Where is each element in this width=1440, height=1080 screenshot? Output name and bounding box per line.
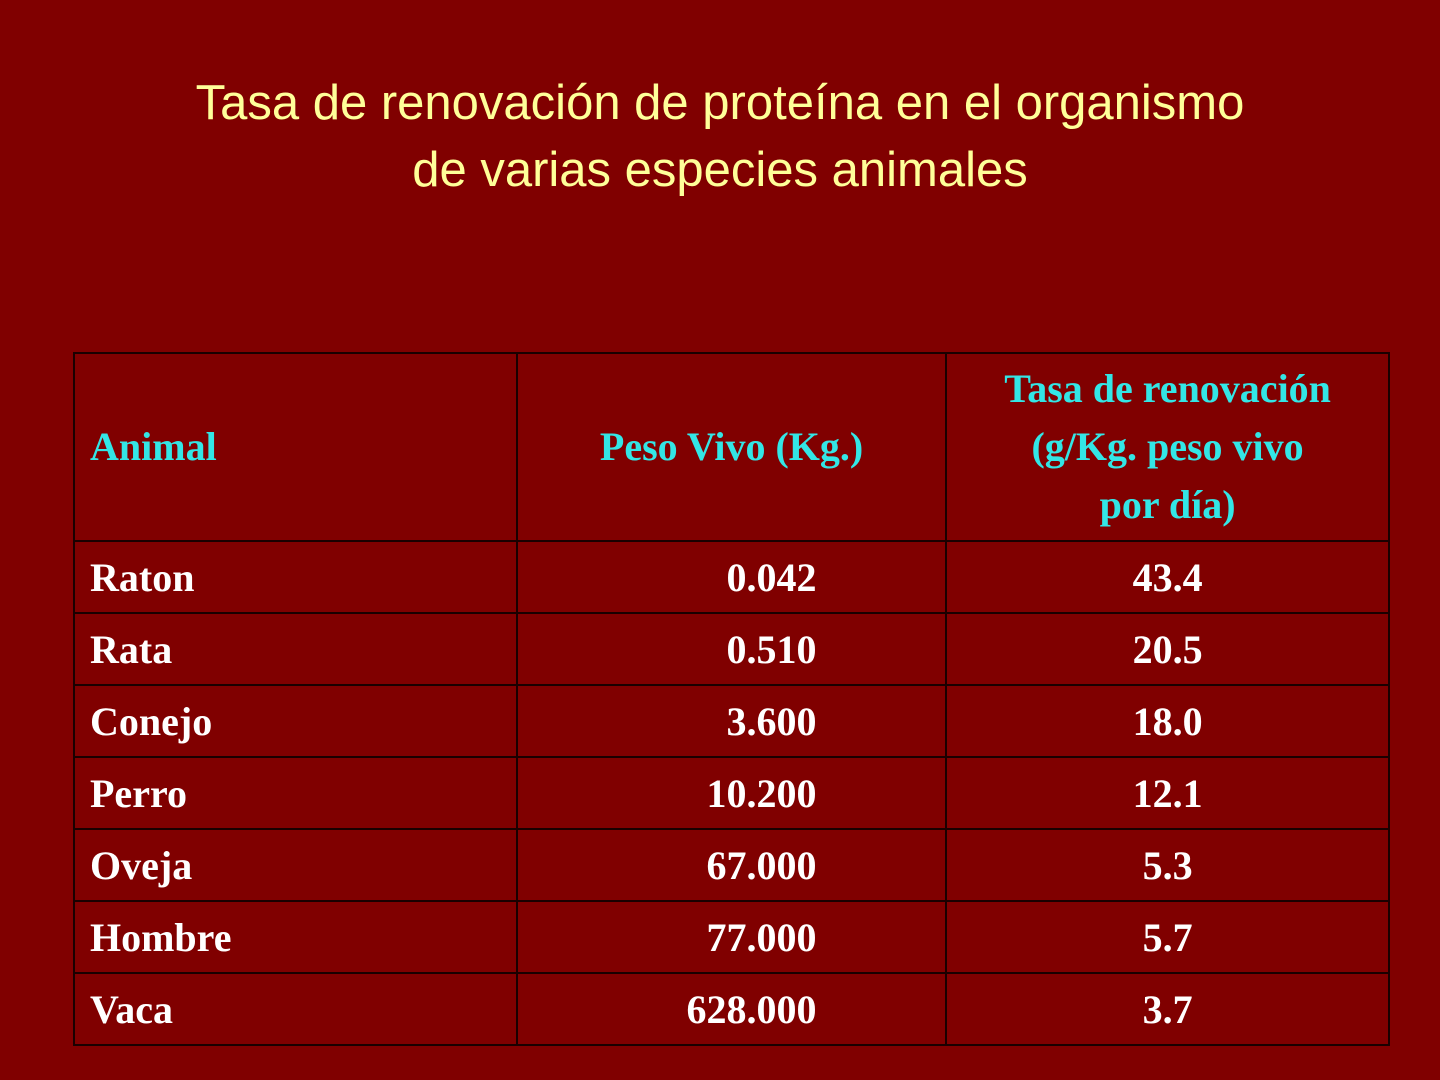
cell-tasa: 5.7 [945, 900, 1390, 974]
cell-peso-value: 67.000 [706, 842, 817, 888]
cell-animal: Oveja [73, 828, 518, 902]
table-header-row: Animal Peso Vivo (Kg.) Tasa de renovació… [73, 352, 1390, 542]
cell-animal: Rata [73, 612, 518, 686]
table-row: Conejo 3.600 18.0 [73, 684, 1390, 758]
cell-tasa: 18.0 [945, 684, 1390, 758]
cell-animal: Conejo [73, 684, 518, 758]
cell-peso-value: 0.042 [726, 554, 817, 600]
cell-peso: 628.000 [515, 972, 948, 1046]
table-row: Raton 0.042 43.4 [73, 540, 1390, 614]
cell-peso: 10.200 [515, 756, 948, 830]
table-row: Rata 0.510 20.5 [73, 612, 1390, 686]
table-row: Vaca 628.000 3.7 [73, 972, 1390, 1046]
header-tasa-line-3: por día) [1099, 482, 1236, 527]
cell-tasa: 43.4 [945, 540, 1390, 614]
cell-animal: Perro [73, 756, 518, 830]
cell-peso-value: 10.200 [706, 770, 817, 816]
table-row: Hombre 77.000 5.7 [73, 900, 1390, 974]
cell-peso-value: 77.000 [706, 914, 817, 960]
cell-peso: 0.510 [515, 612, 948, 686]
cell-peso-value: 3.600 [726, 698, 817, 744]
header-animal: Animal [73, 352, 518, 542]
table-row: Oveja 67.000 5.3 [73, 828, 1390, 902]
header-peso-vivo: Peso Vivo (Kg.) [515, 352, 948, 542]
cell-peso-value: 628.000 [686, 986, 817, 1032]
cell-peso-value: 0.510 [726, 626, 817, 672]
cell-peso: 77.000 [515, 900, 948, 974]
cell-tasa: 3.7 [945, 972, 1390, 1046]
cell-animal: Vaca [73, 972, 518, 1046]
cell-animal: Hombre [73, 900, 518, 974]
cell-peso: 67.000 [515, 828, 948, 902]
cell-tasa: 20.5 [945, 612, 1390, 686]
protein-turnover-table: Animal Peso Vivo (Kg.) Tasa de renovació… [73, 352, 1390, 1046]
header-tasa-line-2: (g/Kg. peso vivo [1031, 424, 1304, 469]
cell-tasa: 12.1 [945, 756, 1390, 830]
header-tasa-renovacion: Tasa de renovación (g/Kg. peso vivo por … [945, 352, 1390, 542]
slide-title-line-2: de varias especies animales [412, 143, 1028, 197]
table-row: Perro 10.200 12.1 [73, 756, 1390, 830]
cell-animal: Raton [73, 540, 518, 614]
header-tasa-line-1: Tasa de renovación [1004, 366, 1331, 411]
cell-peso: 3.600 [515, 684, 948, 758]
slide-title: Tasa de renovación de proteína en el org… [0, 70, 1440, 204]
slide-title-line-1: Tasa de renovación de proteína en el org… [195, 76, 1245, 130]
cell-tasa: 5.3 [945, 828, 1390, 902]
cell-peso: 0.042 [515, 540, 948, 614]
